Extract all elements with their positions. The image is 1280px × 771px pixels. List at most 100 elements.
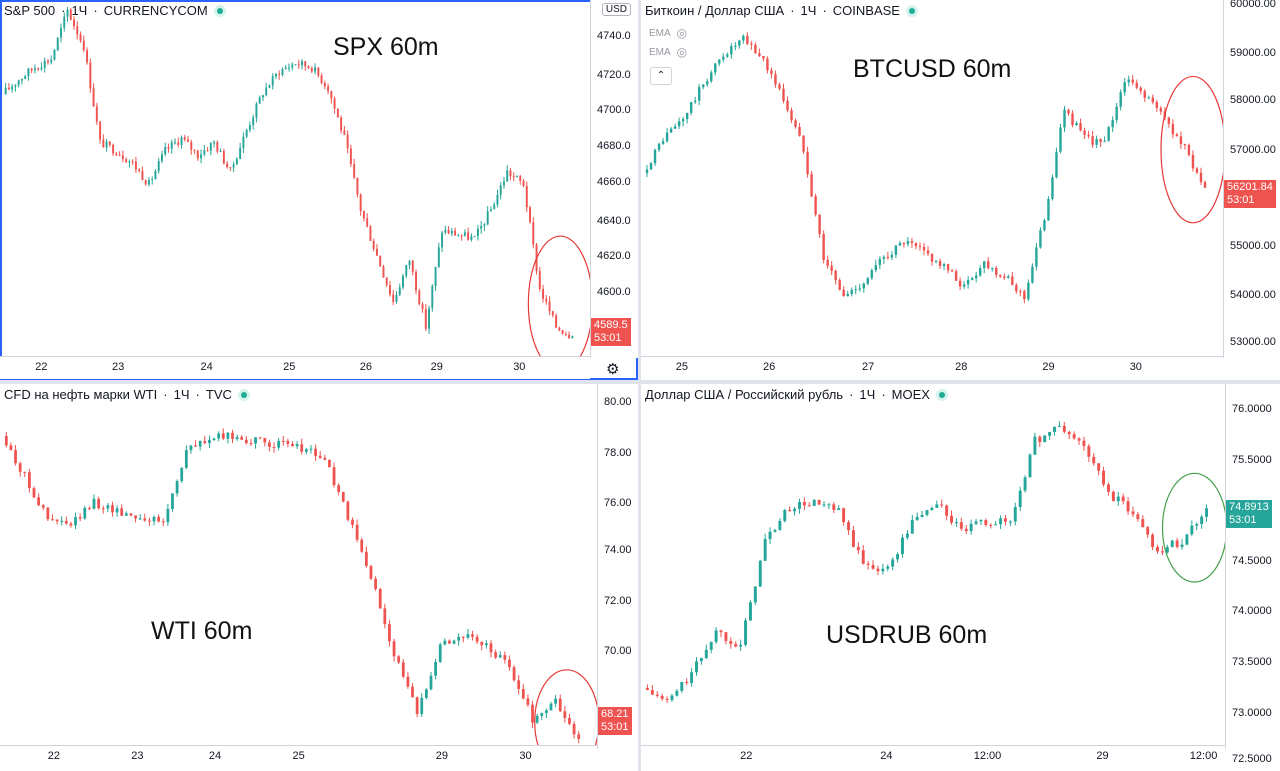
candle-body bbox=[189, 445, 193, 451]
candle-body bbox=[1203, 182, 1207, 188]
indicator-ema-2[interactable]: EMA ◎ bbox=[649, 45, 688, 59]
collapse-indicators-button[interactable]: ⌃ bbox=[650, 67, 672, 85]
candle-body bbox=[281, 68, 284, 75]
candle-body bbox=[549, 703, 553, 711]
candle-body bbox=[258, 437, 262, 439]
candle-body bbox=[661, 141, 665, 144]
candle-body bbox=[493, 204, 496, 210]
candle-body bbox=[739, 644, 743, 647]
time-axis[interactable]: 22 23 24 25 26 29 30 bbox=[0, 356, 590, 379]
candle-body bbox=[284, 67, 287, 69]
candle-body bbox=[161, 521, 165, 523]
candle-body bbox=[411, 260, 414, 272]
candle-body bbox=[894, 245, 898, 255]
price-axis[interactable]: USD 4740.0 4720.0 4700.0 4680.0 4660.0 4640.0… bbox=[590, 0, 638, 358]
candle-body bbox=[473, 236, 476, 238]
candle-body bbox=[1053, 426, 1056, 432]
candle-body bbox=[88, 507, 91, 509]
time-axis[interactable]: 22 23 24 25 29 30 bbox=[0, 745, 597, 768]
time-axis[interactable]: 25 26 27 28 29 30 bbox=[641, 356, 1223, 379]
candle-body bbox=[742, 35, 745, 41]
eye-hidden-icon[interactable]: ◎ bbox=[676, 45, 688, 59]
candle-body bbox=[538, 271, 541, 289]
candle-body bbox=[1126, 501, 1130, 512]
candle-body bbox=[346, 501, 350, 520]
eye-hidden-icon[interactable]: ◎ bbox=[676, 26, 688, 40]
candle-body bbox=[138, 169, 141, 171]
time-axis[interactable]: 22 24 12:00 29 12:00 bbox=[641, 745, 1225, 768]
candle-body bbox=[50, 59, 53, 63]
candle-body bbox=[827, 504, 831, 506]
candle-body bbox=[774, 74, 777, 85]
candle-body bbox=[551, 311, 554, 316]
candle-body bbox=[388, 624, 391, 642]
candle-body bbox=[362, 211, 365, 219]
candle-body bbox=[154, 171, 157, 180]
chart-pane-wti[interactable]: CFD на нефть марки WTI · 1Ч · TVC WTI 60m … bbox=[0, 384, 638, 771]
candle-body bbox=[1013, 507, 1017, 522]
candle-body bbox=[318, 455, 322, 458]
price-tick: 4720.0 bbox=[597, 68, 631, 81]
candle-body bbox=[310, 68, 313, 72]
candles-spx bbox=[4, 6, 590, 356]
candle-body bbox=[360, 539, 364, 552]
candle-body bbox=[452, 640, 456, 644]
candle-body bbox=[987, 261, 990, 269]
candle-body bbox=[1023, 477, 1027, 491]
candle-body bbox=[138, 518, 142, 520]
candle-body bbox=[906, 241, 910, 245]
candle-body bbox=[826, 259, 829, 266]
candle-body bbox=[1062, 425, 1066, 432]
candle-body bbox=[249, 443, 253, 445]
candle-body bbox=[1095, 138, 1098, 145]
candle-body bbox=[64, 520, 68, 524]
candle-body bbox=[232, 164, 235, 168]
price-axis[interactable]: 80.00 78.00 76.00 74.00 72.00 70.00 68.21 53:01 bbox=[597, 384, 638, 749]
candle-body bbox=[964, 528, 968, 532]
candle-body bbox=[193, 149, 196, 151]
chart-pane-btcusd[interactable]: Биткоин / Доллар США · 1Ч · COINBASE EMA ◎ … bbox=[641, 0, 1280, 380]
time-tick: 29 bbox=[1096, 750, 1109, 762]
candle-body bbox=[171, 493, 174, 509]
candle-body bbox=[106, 505, 110, 509]
symbol-name: Биткоин / Доллар США bbox=[645, 3, 785, 18]
candle-body bbox=[217, 433, 221, 439]
indicator-ema-1[interactable]: EMA ◎ bbox=[649, 26, 688, 40]
candle-body bbox=[1139, 87, 1142, 91]
currency-button[interactable]: USD bbox=[601, 3, 631, 16]
gear-icon[interactable]: ⚙ bbox=[606, 361, 620, 378]
price-tick: 75.5000 bbox=[1232, 453, 1272, 466]
candle-body bbox=[991, 267, 994, 269]
price-tick: 78.00 bbox=[604, 446, 632, 459]
candle-body bbox=[466, 634, 470, 638]
candle-body bbox=[665, 698, 669, 700]
candle-body bbox=[1087, 134, 1090, 137]
candle-body bbox=[372, 240, 375, 249]
candle-body bbox=[467, 232, 470, 240]
candle-body bbox=[271, 76, 274, 86]
candle-body bbox=[166, 508, 170, 523]
candle-body bbox=[125, 159, 128, 163]
candle-body bbox=[882, 256, 886, 259]
price-axis[interactable]: 76.000075.500075.000074.500074.000073.50… bbox=[1225, 384, 1280, 765]
time-tick: 30 bbox=[513, 361, 526, 373]
chart-pane-usdrub[interactable]: Доллар США / Российский рубль · 1Ч · MOEX … bbox=[641, 384, 1280, 771]
candle-body bbox=[718, 59, 721, 64]
pane-divider-vertical[interactable] bbox=[638, 0, 641, 771]
candle-body bbox=[374, 578, 377, 590]
candle-body bbox=[486, 211, 489, 225]
candle-body bbox=[856, 546, 860, 551]
pane-divider-horizontal[interactable] bbox=[0, 380, 1280, 384]
candle-body bbox=[415, 697, 419, 714]
candle-body bbox=[56, 37, 59, 50]
candle-body bbox=[1082, 440, 1086, 447]
candle-body bbox=[902, 242, 906, 245]
candle-body bbox=[118, 155, 121, 157]
candle-body bbox=[375, 248, 378, 256]
candle-body bbox=[862, 283, 865, 289]
candle-body bbox=[317, 67, 320, 76]
price-axis[interactable]: 60000.0059000.0058000.0057000.0056000.00… bbox=[1223, 0, 1280, 358]
candle-body bbox=[1031, 266, 1034, 283]
chart-pane-spx[interactable]: S&P 500 · 1Ч · CURRENCYCOM SPX 60m USD 474… bbox=[0, 0, 638, 380]
candle-body bbox=[532, 222, 535, 245]
